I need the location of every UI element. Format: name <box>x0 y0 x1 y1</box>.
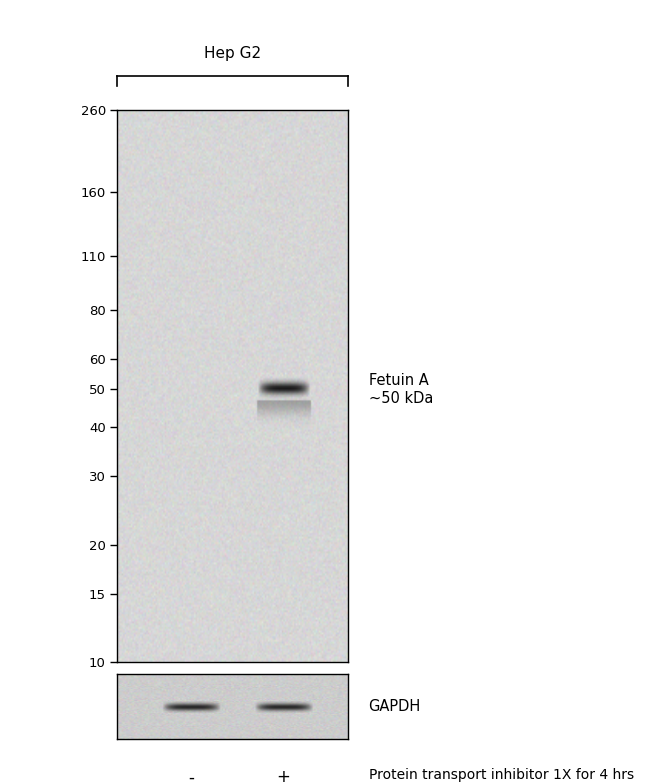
Text: +: + <box>276 768 290 784</box>
Text: GAPDH: GAPDH <box>369 699 421 714</box>
Text: -: - <box>188 768 194 784</box>
Text: Protein transport inhibitor 1X for 4 hrs: Protein transport inhibitor 1X for 4 hrs <box>369 768 634 782</box>
Text: Fetuin A
~50 kDa: Fetuin A ~50 kDa <box>369 373 433 405</box>
Text: Hep G2: Hep G2 <box>204 46 261 61</box>
